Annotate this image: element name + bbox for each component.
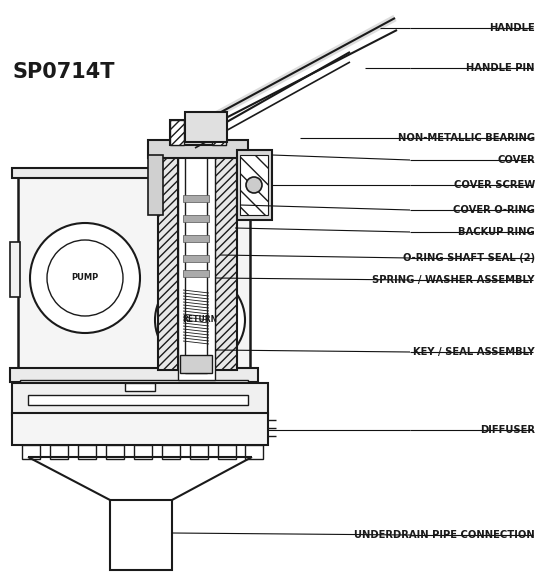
Bar [240, 155, 268, 215]
Text: UNDERDRAIN PIPE CONNECTION: UNDERDRAIN PIPE CONNECTION [354, 530, 535, 540]
Bar [50, 445, 68, 459]
Text: DIFFUSER: DIFFUSER [480, 425, 535, 435]
Bar [170, 120, 226, 145]
Bar [245, 445, 263, 459]
Bar [185, 112, 227, 142]
Text: COVER: COVER [497, 155, 535, 165]
Bar [10, 242, 20, 297]
Bar [162, 445, 180, 459]
Text: HANDLE: HANDLE [489, 23, 535, 33]
Bar [12, 383, 268, 415]
Bar [178, 150, 215, 380]
Bar [134, 445, 152, 459]
Bar [183, 195, 209, 202]
Text: COVER SCREW: COVER SCREW [454, 180, 535, 190]
Bar [183, 215, 209, 222]
Bar [158, 150, 178, 370]
Bar [18, 175, 250, 372]
Bar [180, 355, 212, 373]
Bar [183, 255, 209, 262]
Bar [218, 445, 236, 459]
Text: BACKUP RING: BACKUP RING [458, 227, 535, 237]
Bar [20, 380, 248, 388]
Bar [190, 445, 208, 459]
Bar [125, 383, 155, 391]
Bar [215, 150, 237, 370]
Bar [170, 120, 184, 145]
Text: COVER O-RING: COVER O-RING [453, 205, 535, 215]
Bar [185, 148, 207, 373]
Circle shape [155, 275, 245, 365]
Circle shape [246, 177, 262, 193]
Bar [183, 235, 209, 242]
Bar [183, 270, 209, 277]
Text: SPRING / WASHER ASSEMBLY: SPRING / WASHER ASSEMBLY [373, 275, 535, 285]
Text: O-RING SHAFT SEAL (2): O-RING SHAFT SEAL (2) [403, 253, 535, 263]
Bar [148, 140, 248, 158]
Text: HANDLE PIN: HANDLE PIN [466, 63, 535, 73]
Bar [12, 168, 252, 178]
Text: KEY / SEAL ASSEMBLY: KEY / SEAL ASSEMBLY [413, 347, 535, 357]
Bar [10, 368, 258, 382]
Bar [212, 120, 226, 145]
Circle shape [170, 290, 230, 350]
Text: RETURN: RETURN [182, 315, 217, 325]
Circle shape [47, 240, 123, 316]
Bar [12, 413, 268, 445]
Bar [106, 445, 124, 459]
Text: PUMP: PUMP [71, 273, 98, 283]
Circle shape [30, 223, 140, 333]
Bar [110, 500, 172, 570]
Bar [148, 155, 163, 215]
Bar [28, 395, 248, 405]
Text: SP0714T: SP0714T [12, 62, 115, 82]
Bar [22, 445, 40, 459]
Bar [78, 445, 96, 459]
Bar [237, 150, 272, 220]
Text: NON-METALLIC BEARING: NON-METALLIC BEARING [398, 133, 535, 143]
